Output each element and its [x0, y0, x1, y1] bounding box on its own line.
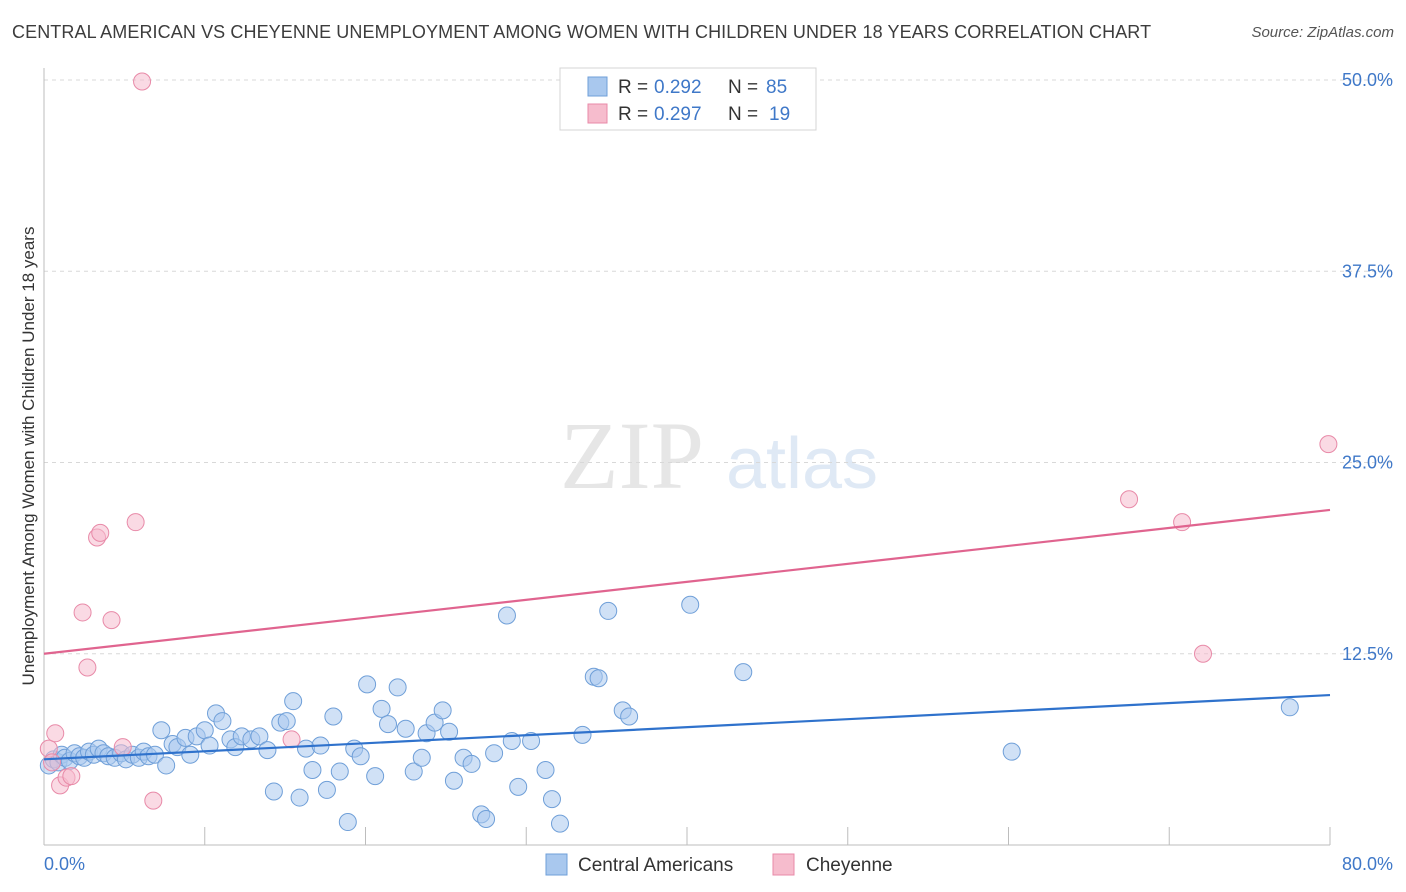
central-americans-point-47	[317, 780, 336, 799]
central-americans-point-77	[551, 814, 570, 833]
y-tick-label-37-5: 37.5%	[1342, 261, 1393, 281]
central-americans-point-65	[444, 771, 463, 790]
central-americans-point-64	[440, 722, 459, 741]
cheyenne-point-7	[78, 658, 97, 677]
central-americans-point-37	[250, 727, 269, 746]
central-americans-point-42	[284, 692, 303, 711]
central-americans-point-84	[681, 595, 700, 614]
cheyenne-point-14	[144, 791, 163, 810]
central-americans-point-23	[157, 756, 176, 775]
central-americans-point-75	[536, 761, 555, 780]
central-americans-point-53	[358, 675, 377, 694]
y-axis-label: Unemployment Among Women with Children U…	[19, 227, 38, 686]
cheyenne-point-5	[62, 767, 81, 786]
central-americans-point-80	[589, 669, 608, 688]
cheyenne-point-19	[1319, 435, 1338, 454]
central-americans-point-73	[509, 777, 528, 796]
central-americans-point-69	[477, 809, 496, 828]
y-tick-label-12-5: 12.5%	[1342, 644, 1393, 664]
x-axis-ticks	[43, 827, 1331, 845]
central-americans-point-70	[485, 744, 504, 763]
bottom-legend-central-americans: Central Americans	[578, 855, 733, 876]
cheyenne-point-18	[1194, 644, 1213, 663]
watermark-atlas: atlas	[726, 424, 878, 504]
central-americans-point-54	[366, 767, 385, 786]
bottom-legend: Central Americans Cheyenne	[545, 853, 893, 876]
central-americans-point-27	[181, 745, 200, 764]
central-americans-point-49	[330, 762, 349, 781]
central-americans-point-59	[404, 762, 423, 781]
legend-n-label-1: N =	[728, 104, 758, 125]
central-americans-point-45	[303, 761, 322, 780]
legend-r-value-0: 0.292	[654, 77, 702, 98]
bottom-legend-cheyenne: Cheyenne	[806, 855, 893, 876]
central-americans-point-43	[290, 788, 309, 807]
y-tick-label-25: 25.0%	[1342, 453, 1393, 473]
central-americans-trend-line	[43, 693, 1331, 761]
central-americans-point-76	[542, 790, 561, 809]
central-americans-point-81	[599, 601, 618, 620]
central-americans-point-41	[277, 712, 296, 731]
central-americans-point-67	[462, 754, 481, 773]
cheyenne-point-2	[46, 724, 65, 743]
central-americans-point-86	[1002, 742, 1021, 761]
legend-n-value-0: 85	[766, 77, 787, 98]
cheyenne-point-1	[43, 753, 62, 772]
cheyenne-point-13	[133, 72, 152, 91]
central-americans-point-74	[522, 731, 541, 750]
central-americans-point-22	[152, 721, 171, 740]
central-americans-point-71	[497, 606, 516, 625]
central-americans-point-60	[412, 748, 431, 767]
central-americans-points	[39, 595, 1299, 833]
x-tick-label-0: 0.0%	[44, 854, 85, 874]
y-tick-labels: 12.5% 25.0% 37.5% 50.0%	[1342, 70, 1393, 664]
cheyenne-point-16	[1120, 490, 1139, 509]
central-americans-point-57	[388, 678, 407, 697]
x-tick-label-80: 80.0%	[1342, 854, 1393, 874]
cheyenne-point-9	[91, 523, 110, 542]
central-americans-point-39	[264, 782, 283, 801]
central-americans-point-55	[372, 699, 391, 718]
central-americans-point-38	[258, 741, 277, 760]
legend-n-label-0: N =	[728, 77, 758, 98]
chart-title: CENTRAL AMERICAN VS CHEYENNE UNEMPLOYMEN…	[12, 22, 1152, 42]
bottom-legend-swatch-cheyenne	[772, 853, 795, 876]
central-americans-point-87	[1280, 698, 1299, 717]
legend-swatch-central-americans	[587, 76, 608, 97]
central-americans-point-85	[734, 663, 753, 682]
cheyenne-point-15	[282, 730, 301, 749]
cheyenne-point-6	[73, 603, 92, 622]
central-americans-point-56	[379, 715, 398, 734]
legend-r-label-0: R =	[618, 77, 648, 98]
legend-n-value-1: 19	[769, 104, 790, 125]
central-americans-point-83	[620, 707, 639, 726]
cheyenne-trend-line	[43, 508, 1331, 655]
chart-source: Source: ZipAtlas.com	[1251, 24, 1394, 41]
central-americans-point-58	[396, 719, 415, 738]
y-tick-label-50: 50.0%	[1342, 70, 1393, 90]
legend: R = 0.292 N = 85 R = 0.297 N = 19	[559, 67, 817, 131]
central-americans-point-50	[338, 813, 357, 832]
central-americans-point-78	[573, 725, 592, 744]
central-americans-point-48	[324, 707, 343, 726]
legend-r-label-1: R =	[618, 104, 648, 125]
central-americans-point-52	[351, 747, 370, 766]
cheyenne-point-12	[126, 513, 145, 532]
central-americans-point-29	[195, 721, 214, 740]
gridlines	[44, 79, 1392, 655]
bottom-legend-swatch-central-americans	[545, 853, 568, 876]
central-americans-point-63	[433, 701, 452, 720]
legend-r-value-1: 0.297	[654, 104, 702, 125]
cheyenne-point-11	[113, 738, 132, 757]
watermark: ZIP atlas	[560, 402, 878, 509]
cheyenne-point-10	[102, 611, 121, 630]
watermark-zip: ZIP	[560, 402, 704, 509]
central-americans-point-32	[213, 712, 232, 731]
legend-swatch-cheyenne	[587, 103, 608, 124]
